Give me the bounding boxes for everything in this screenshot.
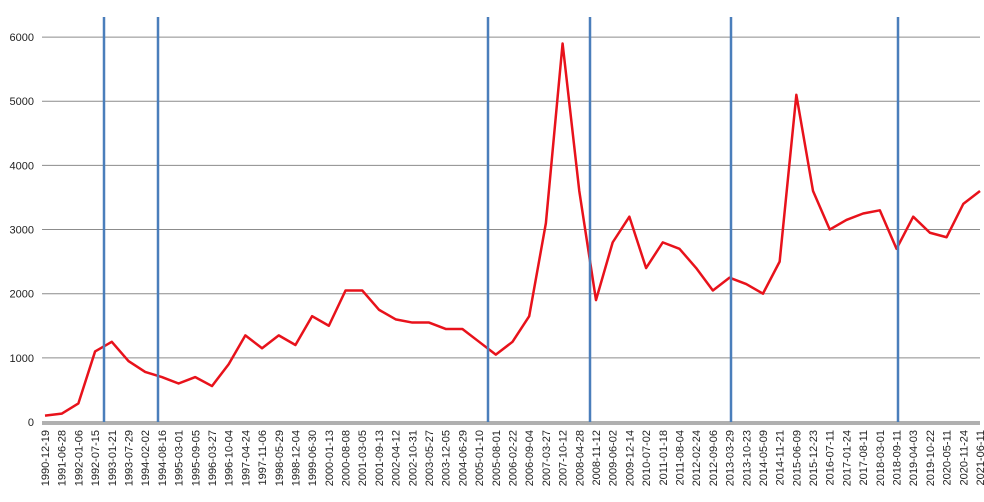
- x-tick-label: 2004-06-29: [457, 430, 469, 486]
- x-tick-label: 1993-07-29: [123, 430, 135, 486]
- x-tick-label: 2001-03-05: [357, 430, 369, 486]
- x-tick-label: 2014-05-09: [758, 430, 770, 486]
- x-tick-label: 2001-09-13: [374, 430, 386, 486]
- x-tick-label: 2010-07-02: [641, 430, 653, 486]
- x-tick-label: 2012-09-06: [708, 430, 720, 486]
- x-tick-label: 2008-11-12: [591, 430, 603, 485]
- y-tick-label: 0: [28, 417, 34, 429]
- x-tick-label: 1995-03-01: [174, 430, 186, 486]
- x-tick-label: 2018-09-11: [892, 430, 904, 485]
- x-tick-label: 2008-04-28: [574, 430, 586, 486]
- y-tick-label: 6000: [10, 32, 34, 44]
- x-tick-label: 1994-08-16: [157, 430, 169, 486]
- x-tick-label: 2009-06-02: [608, 430, 620, 486]
- data-line: [44, 42, 981, 417]
- x-tick-label: 2019-04-03: [908, 430, 920, 486]
- y-tick-label: 2000: [10, 289, 34, 301]
- y-tick-label: 5000: [10, 96, 34, 108]
- x-tick-label: 1996-10-04: [224, 430, 236, 486]
- x-tick-label: 1992-01-06: [73, 430, 85, 486]
- x-tick-label: 2002-10-31: [407, 430, 419, 486]
- y-tick-label: 4000: [10, 160, 34, 172]
- x-tick-label: 1997-04-24: [240, 430, 252, 486]
- x-tick-label: 2018-03-01: [875, 430, 887, 486]
- x-tick-label: 2017-08-11: [858, 430, 870, 485]
- x-tick-label: 2003-05-27: [424, 430, 436, 486]
- x-tick-label: 1991-06-28: [57, 430, 69, 486]
- x-tick-label: 2002-04-12: [391, 430, 403, 486]
- x-tick-label: 2009-12-14: [624, 430, 636, 486]
- x-tick-label: 2000-08-08: [341, 430, 353, 486]
- x-tick-label: 2016-07-11: [825, 430, 837, 485]
- x-tick-label: 2020-11-24: [958, 430, 970, 485]
- x-tick-label: 1999-06-30: [307, 430, 319, 486]
- x-tick-label: 1997-11-06: [257, 430, 269, 485]
- x-tick-label: 1996-03-27: [207, 430, 219, 486]
- x-tick-label: 2005-08-01: [491, 430, 503, 486]
- x-tick-label: 1995-09-05: [190, 430, 202, 486]
- x-tick-label: 2005-01-10: [474, 430, 486, 486]
- x-tick-label: 2011-08-04: [674, 430, 686, 485]
- x-tick-label: 2014-11-21: [775, 430, 787, 485]
- x-tick-label: 1992-07-15: [90, 430, 102, 486]
- x-tick-label: 2012-02-24: [691, 430, 703, 486]
- x-tick-label: 2007-10-12: [558, 430, 570, 486]
- x-tick-label: 2021-06-11: [975, 430, 984, 485]
- x-tick-label: 2000-01-13: [324, 430, 336, 486]
- x-tick-label: 1998-05-29: [274, 430, 286, 486]
- y-tick-label: 1000: [10, 353, 34, 365]
- x-tick-label: 1998-12-04: [290, 430, 302, 486]
- reference-lines: [102, 17, 900, 422]
- x-tick-label: 2019-10-22: [925, 430, 937, 486]
- x-tick-label: 2007-03-27: [541, 430, 553, 486]
- x-tick-label: 1993-01-21: [107, 430, 119, 486]
- x-tick-label: 2003-12-05: [441, 430, 453, 486]
- x-tick-label: 2020-05-11: [942, 430, 954, 485]
- x-tick-label: 2015-12-23: [808, 430, 820, 486]
- x-tick-label: 2011-01-18: [658, 430, 670, 485]
- x-tick-label: 2015-06-09: [791, 430, 803, 486]
- y-tick-label: 3000: [10, 225, 34, 237]
- x-tick-label: 1990-12-19: [40, 430, 52, 486]
- x-tick-label: 1994-02-02: [140, 430, 152, 486]
- x-axis: [42, 421, 980, 425]
- x-tick-label: 2006-09-04: [524, 430, 536, 486]
- x-tick-label: 2006-02-22: [508, 430, 520, 486]
- x-tick-label: 2013-10-23: [741, 430, 753, 486]
- x-tick-label: 2013-03-29: [725, 430, 737, 486]
- x-tick-label: 2017-01-24: [841, 430, 853, 486]
